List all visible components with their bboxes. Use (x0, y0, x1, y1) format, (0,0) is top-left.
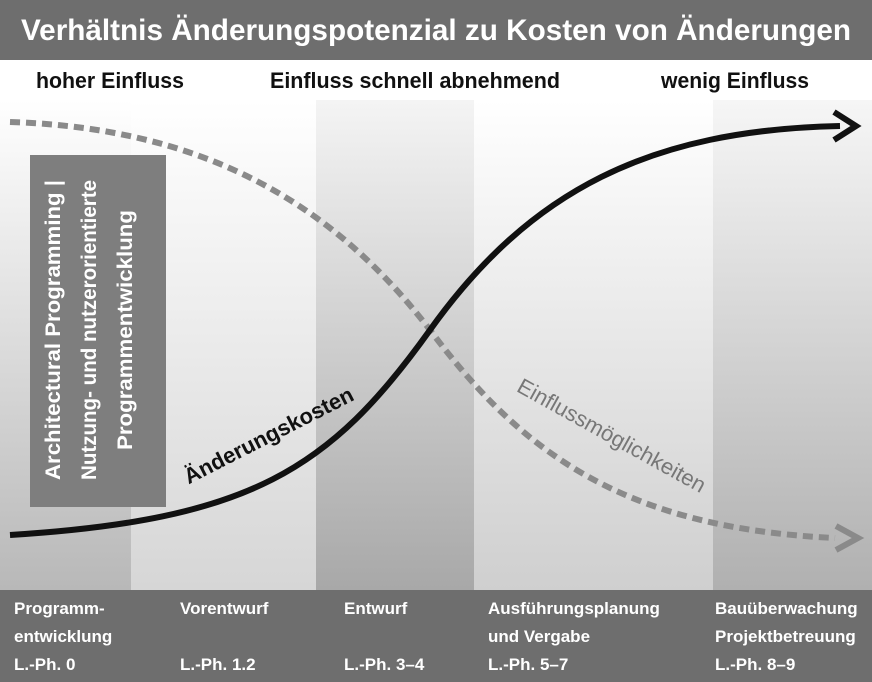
influence-label: Einfluss schnell abnehmend (270, 68, 560, 93)
phase-code: L.-Ph. 8–9 (715, 655, 795, 674)
phases: Programm-entwicklung L.-Ph. 0 Vorentwurf L.… (14, 599, 858, 674)
cost-curve (9, 123, 841, 538)
phase-code: L.-Ph. 1.2 (180, 655, 256, 674)
phase-code: L.-Ph. 0 (14, 655, 75, 674)
phase-name: Programm- (14, 599, 105, 618)
title: Verhältnis Änderungspotenzial zu Kosten … (21, 14, 851, 47)
phase-code: L.-Ph. 5–7 (488, 655, 568, 674)
phase-name: Ausführungsplanung (488, 599, 660, 618)
phase-code: L.-Ph. 3–4 (344, 655, 425, 674)
arrowhead (832, 109, 862, 143)
side-box (30, 155, 166, 507)
side-box-line: Architectural Programming | (42, 180, 65, 480)
phase-name: Entwurf (344, 599, 408, 618)
influence-label: wenig Einfluss (660, 68, 809, 93)
phase-bar (0, 590, 872, 682)
arrowhead (834, 523, 865, 553)
influence-label: hoher Einfluss (36, 68, 184, 93)
title-bar (0, 0, 872, 60)
side-box-line: Programmentwicklung (114, 210, 137, 450)
phase-name: entwicklung (14, 627, 112, 646)
phase-name: und Vergabe (488, 627, 590, 646)
column (316, 100, 474, 590)
side-box-line: Nutzung- und nutzerorientierte (78, 180, 101, 480)
column (713, 100, 872, 590)
phase-name: Bauüberwachung (715, 599, 858, 618)
phase-name: Vorentwurf (180, 599, 269, 618)
phase-name: Projektbetreuung (715, 627, 856, 646)
